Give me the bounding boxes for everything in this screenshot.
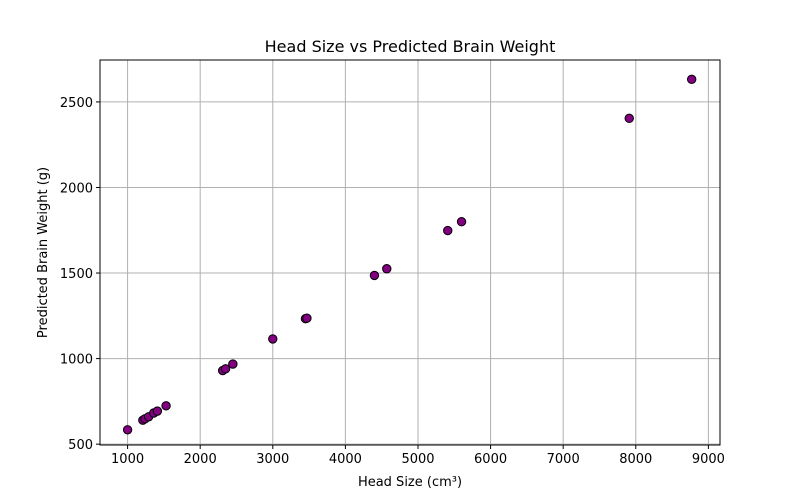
y-tick-label: 500 <box>68 438 93 453</box>
scatter-point <box>161 401 171 411</box>
x-tick-label: 4000 <box>329 452 362 467</box>
y-tick-label: 1000 <box>60 353 93 368</box>
y-tick-label: 1500 <box>60 267 93 282</box>
scatter-point <box>456 217 467 227</box>
data-points <box>122 74 697 435</box>
scatter-point <box>686 74 697 85</box>
x-tick-label: 1000 <box>111 452 144 467</box>
scatter-point <box>302 313 312 323</box>
x-tick-label: 5000 <box>401 452 434 467</box>
x-tick-label: 7000 <box>547 452 580 467</box>
y-axis-label: Predicted Brain Weight (g) <box>36 167 51 338</box>
grid <box>100 60 720 445</box>
scatter-point <box>369 270 380 281</box>
plot-area-frame <box>99 59 721 446</box>
y-tick-label: 2000 <box>60 181 93 196</box>
scatter-point <box>443 225 453 236</box>
axis-ticks: 1000 2000 3000 4000 5000 6000 7000 8000 9000 500 1… <box>60 96 725 467</box>
scatter-point <box>268 334 278 344</box>
x-tick-label: 9000 <box>692 452 725 467</box>
scatter-point <box>382 264 392 274</box>
scatter-point <box>152 406 163 416</box>
x-tick-label: 8000 <box>619 452 652 467</box>
scatter-point <box>122 425 133 435</box>
scatter-point <box>624 113 634 124</box>
scatter-point <box>220 364 231 374</box>
x-axis-label: Head Size (cm³) <box>358 475 462 490</box>
scatter-point <box>228 359 238 369</box>
chart-title: Head Size vs Predicted Brain Weight <box>265 37 556 56</box>
y-tick-label: 2500 <box>60 96 93 111</box>
x-tick-label: 2000 <box>184 452 217 467</box>
x-tick-label: 3000 <box>256 452 289 467</box>
x-tick-label: 6000 <box>474 452 507 467</box>
